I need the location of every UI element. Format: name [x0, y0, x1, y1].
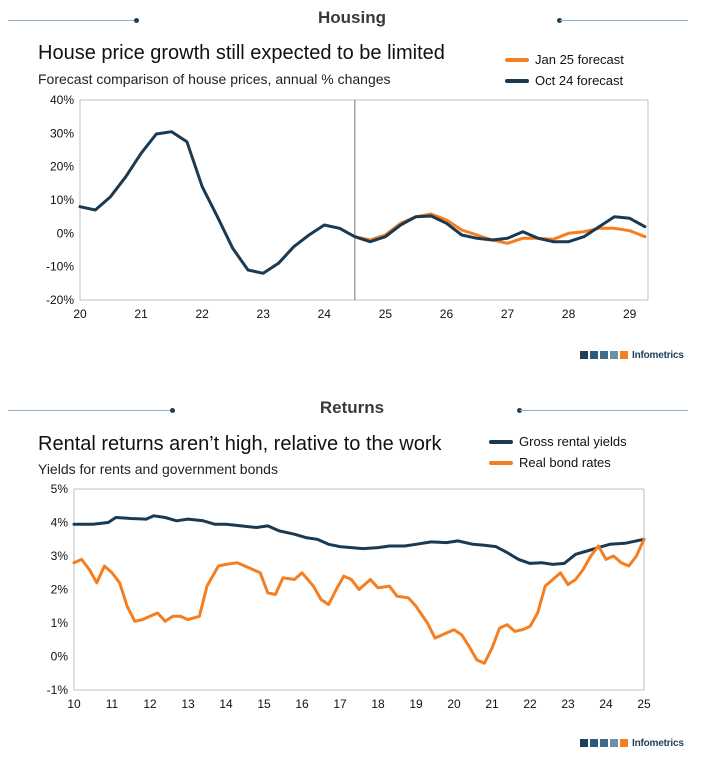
housing-y-tick-label: -10%: [46, 260, 74, 274]
returns-chart-subtitle: Yields for rents and government bonds: [38, 461, 278, 477]
legend-item-bond: Real bond rates: [489, 452, 627, 473]
returns-x-tick-label: 18: [371, 697, 385, 711]
housing-x-tick-label: 24: [318, 307, 332, 321]
returns-brand-logo: Infometrics: [580, 737, 684, 749]
returns-x-tick-label: 10: [67, 697, 81, 711]
legend-item-jan25: Jan 25 forecast: [505, 49, 624, 70]
housing-series-oct-24-forecast: [78, 130, 647, 275]
housing-y-tick-label: 0%: [57, 226, 75, 240]
housing-x-tick-label: 27: [501, 307, 515, 321]
legend-label-bond: Real bond rates: [519, 455, 611, 470]
returns-x-tick-label: 12: [143, 697, 157, 711]
header-rule-left: [8, 20, 136, 21]
legend-swatch-gross: [489, 440, 513, 444]
returns-y-tick-label: 2%: [51, 583, 69, 597]
returns-x-tick-label: 23: [561, 697, 575, 711]
returns-y-tick-label: 4%: [51, 516, 69, 530]
returns-chart-title: Rental returns aren’t high, relative to …: [38, 433, 442, 455]
legend-item-oct24: Oct 24 forecast: [505, 70, 624, 91]
returns-x-tick-label: 21: [485, 697, 499, 711]
housing-x-tick-label: 28: [562, 307, 576, 321]
header-dot-left: [134, 18, 139, 23]
housing-x-tick-label: 22: [195, 307, 209, 321]
header-dot-right: [517, 408, 522, 413]
housing-y-tick-label: 10%: [50, 193, 74, 207]
returns-y-tick-label: -1%: [47, 683, 69, 697]
housing-y-tick-label: 20%: [50, 160, 74, 174]
legend-swatch-oct24: [505, 79, 529, 83]
header-rule-right: [520, 410, 688, 411]
returns-series-real-bond-rates: [72, 537, 646, 665]
returns-section-title: Returns: [319, 398, 385, 417]
returns-x-tick-label: 20: [447, 697, 461, 711]
housing-brand-text: Infometrics: [632, 349, 684, 361]
returns-y-tick-label: 3%: [51, 549, 69, 563]
returns-y-tick-label: 5%: [51, 482, 69, 496]
housing-y-tick-label: -20%: [46, 293, 74, 307]
housing-section-title: Housing: [318, 8, 386, 27]
returns-x-tick-label: 25: [637, 697, 651, 711]
returns-x-tick-label: 17: [333, 697, 347, 711]
legend-swatch-bond: [489, 461, 513, 465]
returns-y-tick-label: 0%: [51, 650, 69, 664]
returns-x-tick-label: 14: [219, 697, 233, 711]
housing-x-tick-label: 26: [440, 307, 454, 321]
legend-label-oct24: Oct 24 forecast: [535, 73, 624, 88]
housing-y-tick-label: 30%: [50, 126, 74, 140]
header-rule-left: [8, 410, 172, 411]
housing-x-tick-label: 20: [73, 307, 87, 321]
returns-x-tick-label: 16: [295, 697, 309, 711]
housing-chart-subtitle: Forecast comparison of house prices, ann…: [38, 71, 391, 87]
returns-legend: Gross rental yields Real bond rates: [489, 431, 627, 473]
legend-swatch-jan25: [505, 58, 529, 62]
returns-brand-text: Infometrics: [632, 737, 684, 749]
header-dot-left: [170, 408, 175, 413]
housing-chart: -20% -10% 0% 10% 20% 30% 40% 20 21 22 23 24 25 26 27 28…: [46, 93, 649, 321]
housing-brand-logo: Infometrics: [580, 349, 684, 361]
returns-x-tick-label: 15: [257, 697, 271, 711]
returns-x-tick-label: 11: [106, 697, 119, 711]
returns-y-tick-label: 1%: [51, 616, 69, 630]
returns-x-tick-label: 13: [181, 697, 195, 711]
housing-y-tick-label: 40%: [50, 93, 74, 107]
housing-x-tick-label: 25: [379, 307, 393, 321]
housing-x-tick-label: 29: [623, 307, 637, 321]
housing-legend: Jan 25 forecast Oct 24 forecast: [505, 49, 624, 91]
housing-chart-title: House price growth still expected to be …: [38, 42, 445, 64]
returns-section-header: Returns: [0, 398, 704, 422]
returns-series-gross-rental-yields: [72, 514, 646, 566]
housing-x-tick-label: 21: [134, 307, 148, 321]
returns-x-tick-label: 24: [599, 697, 613, 711]
legend-item-gross: Gross rental yields: [489, 431, 627, 452]
housing-x-tick-label: 23: [257, 307, 271, 321]
housing-section-header: Housing: [0, 8, 704, 32]
header-dot-right: [557, 18, 562, 23]
legend-label-jan25: Jan 25 forecast: [535, 52, 624, 67]
header-rule-right: [560, 20, 688, 21]
returns-x-tick-label: 22: [523, 697, 537, 711]
legend-label-gross: Gross rental yields: [519, 434, 627, 449]
returns-x-tick-label: 19: [409, 697, 423, 711]
